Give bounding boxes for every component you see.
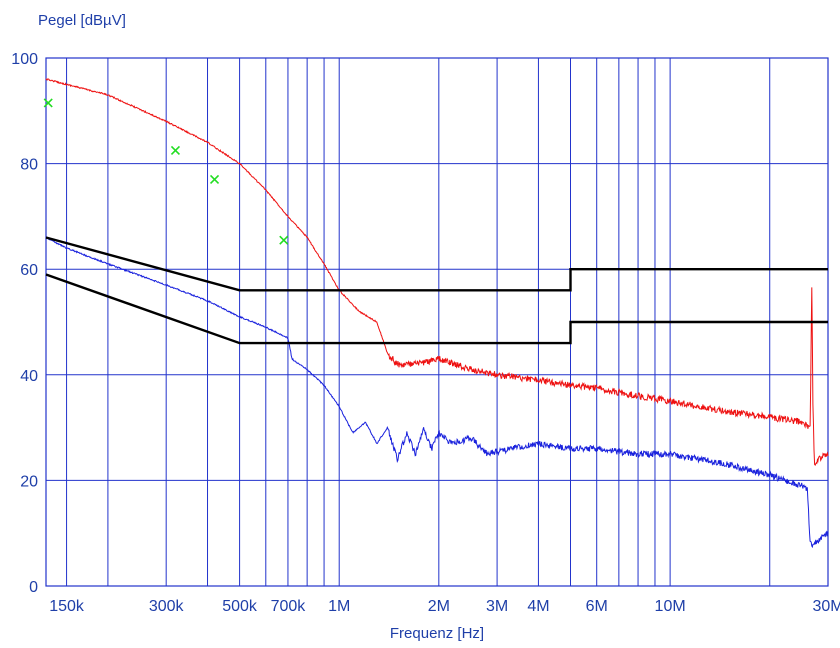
x-tick-label-10: 30M — [812, 598, 840, 615]
y-tick-label-3: 60 — [20, 262, 38, 279]
x-tick-label-5: 2M — [428, 598, 450, 615]
limit-line-2 — [45, 236, 828, 292]
x-tick-label-1: 300k — [149, 598, 185, 615]
y-axis-label: Pegel [dBµV] — [38, 12, 126, 29]
x-tick-label-7: 4M — [527, 598, 549, 615]
marker-1 — [170, 145, 181, 155]
x-tick-label-4: 1M — [328, 598, 350, 615]
y-tick-labels: 0 20 40 60 80 100 — [11, 51, 38, 596]
x-tick-labels: 150k 300k 500k 700k 1M 2M 3M 4M 6M 10M 30M — [49, 598, 840, 615]
y-tick-label-4: 80 — [20, 157, 38, 174]
marker-2 — [209, 174, 220, 185]
x-axis-label: Frequenz [Hz] — [390, 625, 484, 642]
x-tick-label-8: 6M — [586, 598, 608, 615]
x-tick-label-6: 3M — [486, 598, 508, 615]
series-layer — [43, 78, 829, 549]
limit-line-3 — [45, 273, 828, 345]
y-tick-label-2: 40 — [20, 368, 38, 385]
trace-0 — [45, 78, 829, 467]
marker-3 — [279, 235, 289, 245]
x-tick-label-2: 500k — [222, 598, 258, 615]
x-tick-label-0: 150k — [49, 598, 85, 615]
y-tick-label-1: 20 — [20, 473, 38, 490]
y-tick-label-5: 100 — [11, 51, 38, 68]
x-tick-label-3: 700k — [271, 598, 307, 615]
trace-1 — [45, 236, 829, 549]
marker-0 — [43, 98, 53, 108]
y-tick-label-0: 0 — [29, 579, 38, 596]
x-tick-label-9: 10M — [655, 598, 686, 615]
